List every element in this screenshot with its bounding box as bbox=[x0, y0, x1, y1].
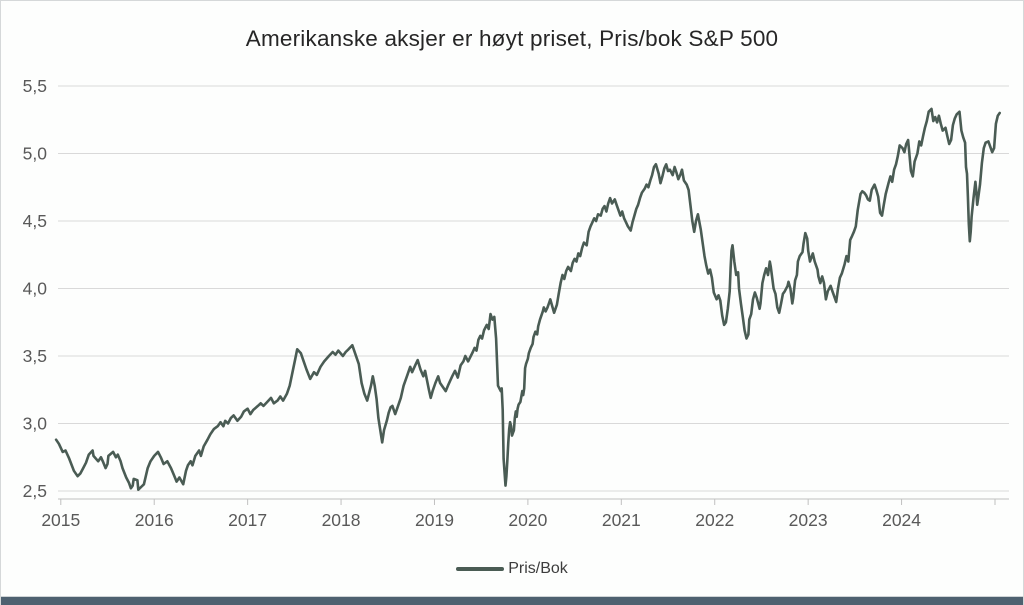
x-axis-label: 2023 bbox=[789, 510, 828, 530]
x-axis-label: 2024 bbox=[882, 510, 921, 530]
pris-bok-legend-swatch bbox=[456, 567, 505, 571]
chart-title: Amerikanske aksjer er høyt priset, Pris/… bbox=[245, 26, 779, 51]
x-axis-label: 2019 bbox=[415, 510, 454, 530]
y-axis-label: 2,5 bbox=[23, 481, 47, 501]
y-axis-label: 3,5 bbox=[23, 346, 47, 366]
pris-bok-legend-label: Pris/Bok bbox=[508, 560, 568, 577]
x-axis-label: 2017 bbox=[228, 510, 267, 530]
y-axis-label: 3,0 bbox=[23, 414, 48, 434]
x-axis-label: 2021 bbox=[602, 510, 641, 530]
x-axis-label: 2020 bbox=[508, 510, 547, 530]
window-bottom-bar bbox=[1, 596, 1023, 605]
x-axis-label: 2016 bbox=[135, 510, 174, 530]
chart-legend: Pris/Bok bbox=[1, 558, 1023, 580]
y-axis-label: 5,5 bbox=[23, 76, 47, 96]
y-axis-label: 4,0 bbox=[23, 279, 48, 299]
x-axis-label: 2015 bbox=[41, 510, 80, 530]
y-axis-label: 5,0 bbox=[23, 144, 48, 164]
x-axis-label: 2018 bbox=[322, 510, 361, 530]
y-axis-label: 4,5 bbox=[23, 211, 47, 231]
pris-bok-line bbox=[54, 107, 1002, 492]
x-axis-label: 2022 bbox=[695, 510, 734, 530]
